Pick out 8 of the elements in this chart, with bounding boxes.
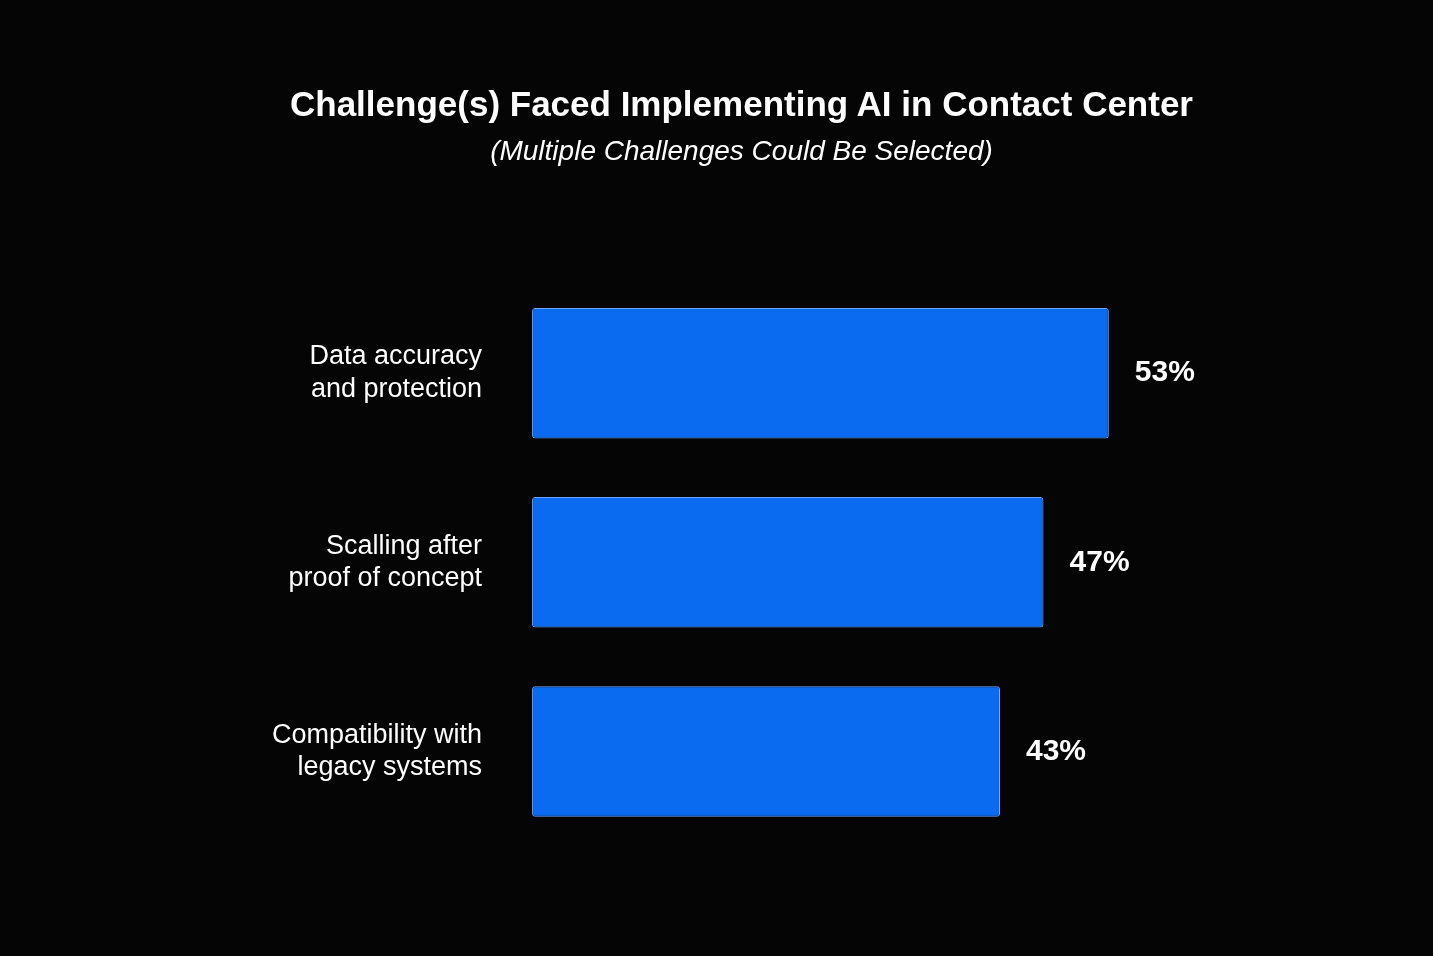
chart-subtitle: (Multiple Challenges Could Be Selected) <box>490 134 993 166</box>
y-tick-label: Scalling after proof of concept <box>288 529 483 592</box>
data-label: 53% <box>1134 354 1195 388</box>
data-label: 47% <box>1069 543 1130 577</box>
data-label: 43% <box>1025 732 1087 766</box>
y-tick-label: Data accuracy and protection <box>309 340 483 403</box>
y-tick-label: Compatibility with legacy systems <box>271 718 483 782</box>
chart-title: Challenge(s) Faced Implementing AI in Contact Center <box>290 83 1194 123</box>
